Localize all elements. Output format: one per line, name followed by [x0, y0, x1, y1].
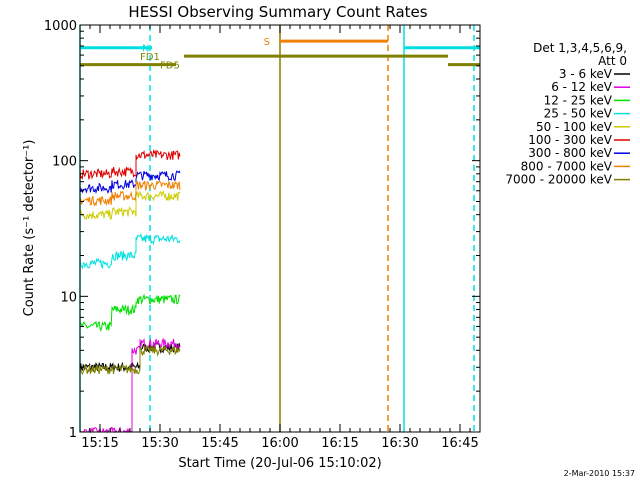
- series-line-7: [79, 180, 181, 207]
- series-line-3: [79, 233, 181, 270]
- y-tick-label: 1000: [44, 19, 77, 34]
- y-tick-label: 100: [52, 155, 77, 170]
- legend-entry-label: 12 - 25 keV: [544, 93, 613, 107]
- series-line-8: [79, 345, 181, 376]
- legend-entry-label: 100 - 300 keV: [528, 133, 612, 147]
- x-tick-label: 15:15: [81, 436, 118, 451]
- x-tick-label: 15:30: [141, 436, 178, 451]
- flag-label-fd1: FD1: [140, 52, 160, 63]
- x-tick-label: 16:00: [261, 436, 298, 451]
- x-axis-label: Start Time (20-Jul-06 15:10:02): [178, 456, 381, 471]
- legend-entry-label: 3 - 6 keV: [559, 67, 613, 81]
- series-line-4: [79, 190, 181, 221]
- flag-label-s: S: [264, 37, 270, 48]
- legend-entry-label: 50 - 100 keV: [536, 120, 613, 134]
- legend-header-line-2: Att 0: [598, 54, 627, 68]
- series-line-2: [79, 293, 181, 333]
- flag-label-n: N: [142, 44, 149, 55]
- legend-header-line-1: Det 1,3,4,5,6,9,: [533, 41, 627, 55]
- x-tick-label: 15:45: [201, 436, 238, 451]
- legend-entry-label: 300 - 800 keV: [528, 146, 612, 160]
- legend-entry-label: 6 - 12 keV: [551, 80, 613, 94]
- x-tick-label: 16:15: [321, 436, 358, 451]
- chart-title: HESSI Observing Summary Count Rates: [128, 3, 427, 21]
- series-line-1: [79, 337, 181, 434]
- series-line-5: [79, 148, 181, 180]
- legend-entry-label: 800 - 7000 keV: [521, 159, 613, 173]
- y-tick-label: 1: [69, 426, 77, 441]
- legend-entry-label: 7000 - 20000 keV: [505, 173, 612, 187]
- flag-label-fd5: FD5: [160, 61, 180, 72]
- y-tick-label: 10: [60, 290, 77, 305]
- y-axis-label: Count Rate (s⁻¹ detector⁻¹): [22, 140, 37, 317]
- legend-entry-label: 25 - 50 keV: [544, 107, 613, 121]
- x-tick-label: 16:30: [381, 436, 418, 451]
- plot-timestamp: 2-Mar-2010 15:37: [564, 469, 635, 478]
- x-tick-label: 16:45: [441, 436, 478, 451]
- axes: 15:15 15:30 15:45 16:00 16:15 16:30 16:45 1 10 10…: [44, 19, 481, 451]
- series-line-6: [79, 170, 181, 195]
